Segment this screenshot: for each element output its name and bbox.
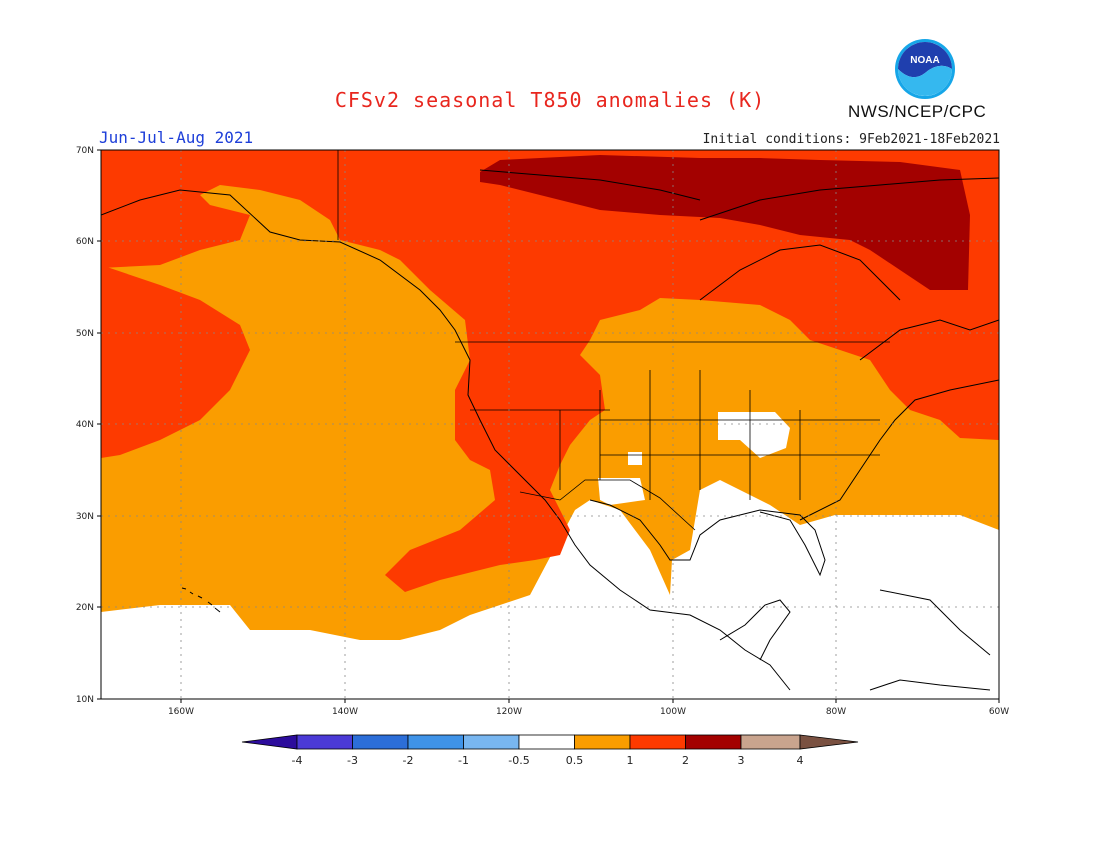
legend-swatch: [740, 734, 801, 750]
legend-label: -2: [403, 754, 414, 767]
legend-arrow-high: [799, 734, 859, 750]
legend-swatch: [685, 734, 742, 750]
logo-text: NOAA: [910, 55, 939, 66]
lon-label: 80W: [826, 707, 846, 717]
legend-swatch: [407, 734, 464, 750]
forecast-period: Jun-Jul-Aug 2021: [99, 128, 254, 147]
lon-label: 100W: [660, 707, 686, 717]
legend-label: -0.5: [508, 754, 529, 767]
legend-label: 1: [627, 754, 634, 767]
legend-label: -3: [347, 754, 358, 767]
color-legend: [241, 734, 859, 750]
agency-label: NWS/NCEP/CPC: [848, 102, 987, 121]
legend-label: 2: [682, 754, 689, 767]
anomaly-darkred-north: [480, 155, 970, 290]
gridlines: [101, 150, 999, 699]
lat-label: 60N: [76, 237, 94, 247]
chart-title: CFSv2 seasonal T850 anomalies (K): [334, 88, 766, 112]
political-borders: [337, 150, 890, 531]
legend-arrow-low: [241, 734, 298, 750]
lat-label: 50N: [76, 329, 94, 339]
lat-label: 20N: [76, 603, 94, 613]
lon-label: 160W: [168, 707, 194, 717]
lon-label: 140W: [332, 707, 358, 717]
legend-label: -4: [292, 754, 303, 767]
legend-swatch: [629, 734, 686, 750]
legend-swatch: [518, 734, 575, 750]
lat-label: 10N: [76, 695, 94, 705]
hawaii-islands: [181, 587, 221, 613]
legend-swatch: [463, 734, 520, 750]
noaa-logo: NOAA: [895, 39, 955, 99]
anomaly-red-north: [101, 150, 999, 592]
legend-swatch: [574, 734, 631, 750]
legend-label: 3: [738, 754, 745, 767]
legend-swatch: [296, 734, 353, 750]
legend-label: 0.5: [566, 754, 584, 767]
initial-conditions: Initial conditions: 9Feb2021-18Feb2021: [702, 132, 1000, 147]
anomaly-white-patch-nm: [628, 452, 642, 465]
anomaly-red-west: [101, 265, 250, 458]
anomaly-white-patch-texas: [598, 478, 645, 505]
lon-label: 120W: [496, 707, 522, 717]
axis-ticks: [97, 149, 1000, 703]
anomaly-white-patch-mississippi: [718, 412, 790, 458]
lat-label: 40N: [76, 420, 94, 430]
lat-label: 30N: [76, 512, 94, 522]
lon-label: 60W: [989, 707, 1009, 717]
legend-label: -1: [458, 754, 469, 767]
legend-label: 4: [797, 754, 804, 767]
lat-label: 70N: [76, 146, 94, 156]
legend-swatch: [352, 734, 409, 750]
